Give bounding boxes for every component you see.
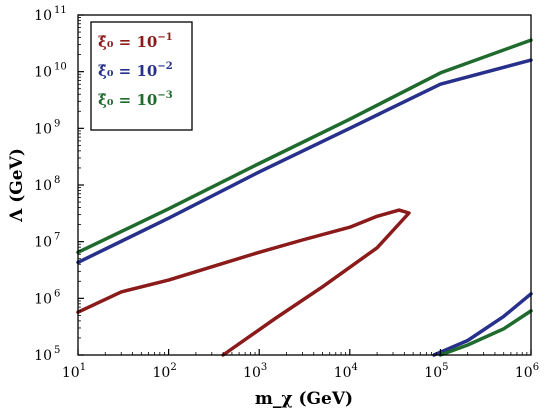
legend-entry-2: ξ̂₀ = 10−3 [98,90,173,109]
y-tick-exponent: 11 [54,5,67,16]
y-tick-exponent: 8 [54,175,60,186]
plot-frame [77,14,532,356]
legend-entry-1: ξ̂₀ = 10−2 [98,61,173,80]
y-tick-exponent: 10 [54,62,67,73]
x-tick-label: 103 [243,362,267,381]
x-tick-label: 105 [424,362,448,381]
y-axis-title: Λ (GeV) [7,148,27,223]
series-1-line [432,292,533,357]
x-tick-label: 106 [515,362,539,381]
y-tick-exponent: 6 [54,288,60,299]
y-tick-label: 10 [34,291,52,307]
legend-entry-0: ξ̂₀ = 10−1 [98,32,173,51]
series-1-line [76,58,533,265]
y-tick-label: 10 [34,235,52,251]
y-tick-label: 10 [34,121,52,137]
y-tick-label: 10 [34,348,52,364]
y-tick-label: 10 [34,178,52,194]
y-tick-exponent: 5 [54,345,60,356]
x-tick-label: 104 [334,362,358,381]
series-2-line [76,38,533,255]
legend: ξ̂₀ = 10−1 ξ̂₀ = 10−2 ξ̂₀ = 10−3 [90,21,193,131]
y-tick-exponent: 9 [54,118,60,129]
series-0-line [76,208,411,357]
x-tick-label: 101 [62,362,86,381]
curves-layer [76,38,533,357]
y-tick-exponent: 7 [54,232,60,243]
y-tick-label: 10 [34,65,52,81]
legend-box [90,21,193,131]
x-tick-label: 102 [152,362,176,381]
series-2-line [438,309,533,357]
y-tick-label: 10 [34,8,52,24]
x-axis-title: m_χ (GeV) [255,389,353,409]
